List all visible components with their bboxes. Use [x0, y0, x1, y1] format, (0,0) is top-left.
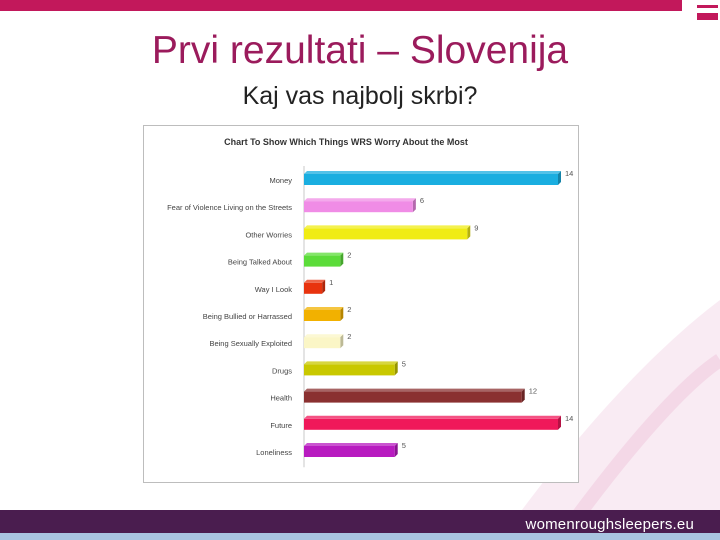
- bar-top-face: [304, 198, 416, 202]
- bars-layer: Money 14 Fear of Violence Living on the St…: [167, 166, 573, 468]
- slide-title: Prvi rezultati – Slovenija: [151, 29, 569, 72]
- bar-top-face: [304, 334, 344, 338]
- bar-side-face: [558, 171, 561, 185]
- bar-side-face: [340, 252, 344, 267]
- bar-top-face: [304, 361, 398, 365]
- category-label: Being Bullied or Harrassed: [203, 312, 292, 321]
- bar-group: Fear of Violence Living on the Streets 6: [167, 196, 424, 213]
- bar-group: Being Talked About 2: [228, 251, 351, 267]
- category-label: Money: [269, 176, 292, 185]
- bar: [304, 391, 522, 403]
- bar-side-face: [340, 334, 344, 349]
- bar-side-face: [340, 307, 344, 321]
- bar-group: Money 14: [269, 169, 573, 185]
- bar-top-face: [304, 415, 561, 419]
- value-label: 9: [474, 223, 478, 232]
- bar-top-face: [304, 388, 525, 392]
- corner-mark: [697, 13, 718, 20]
- chart-title: Chart To Show Which Things WRS Worry Abo…: [224, 137, 468, 147]
- footer-stripe: [0, 533, 720, 540]
- category-label: Being Sexually Exploited: [209, 339, 292, 348]
- value-label: 5: [402, 441, 406, 450]
- top-accent-bar: [0, 0, 682, 11]
- bar: [304, 255, 341, 267]
- bar: [304, 201, 413, 213]
- bar-group: Drugs 5: [272, 359, 406, 376]
- bar: [304, 337, 341, 349]
- bar-top-face: [304, 279, 326, 283]
- bar-chart: Chart To Show Which Things WRS Worry Abo…: [143, 125, 579, 483]
- category-label: Fear of Violence Living on the Streets: [167, 203, 292, 212]
- bar-side-face: [394, 443, 398, 457]
- value-label: 6: [420, 196, 424, 205]
- value-label: 14: [565, 414, 573, 423]
- bar-side-face: [521, 388, 525, 403]
- bar-side-face: [558, 415, 561, 430]
- bar-top-face: [304, 252, 344, 256]
- bar: [304, 364, 395, 376]
- category-label: Way I Look: [255, 285, 292, 294]
- bar-group: Health 12: [270, 387, 537, 403]
- bar-top-face: [304, 171, 561, 174]
- value-label: 1: [329, 278, 333, 287]
- bar-top-face: [304, 225, 471, 229]
- bar-group: Loneliness 5: [256, 441, 406, 457]
- bar-group: Being Sexually Exploited 2: [209, 332, 351, 349]
- bar: [304, 228, 468, 240]
- bar-side-face: [394, 361, 398, 376]
- category-label: Loneliness: [256, 448, 292, 457]
- value-label: 14: [565, 169, 573, 178]
- value-label: 12: [529, 387, 537, 396]
- bar-side-face: [412, 198, 416, 213]
- category-label: Future: [270, 421, 292, 430]
- bar-top-face: [304, 307, 344, 310]
- value-label: 5: [402, 359, 406, 368]
- value-label: 2: [347, 251, 351, 260]
- bar-group: Way I Look 1: [255, 278, 333, 294]
- corner-mark: [697, 5, 718, 8]
- value-label: 2: [347, 305, 351, 314]
- bar: [304, 174, 558, 185]
- bar: [304, 282, 323, 294]
- bar-top-face: [304, 443, 398, 446]
- footer-url: womenroughsleepers.eu: [525, 516, 694, 533]
- category-label: Drugs: [272, 366, 292, 375]
- bar: [304, 418, 558, 430]
- slide-subtitle: Kaj vas najbolj skrbi?: [242, 82, 478, 110]
- bar-group: Other Worries 9: [245, 223, 478, 240]
- bar: [304, 446, 395, 457]
- category-label: Other Worries: [245, 230, 292, 239]
- bar-side-face: [467, 225, 471, 240]
- bar: [304, 310, 341, 321]
- value-label: 2: [347, 332, 351, 341]
- bar-side-face: [322, 279, 326, 294]
- bar-group: Being Bullied or Harrassed 2: [203, 305, 351, 321]
- category-label: Health: [270, 394, 292, 403]
- category-label: Being Talked About: [228, 258, 293, 267]
- bar-group: Future 14: [270, 414, 573, 430]
